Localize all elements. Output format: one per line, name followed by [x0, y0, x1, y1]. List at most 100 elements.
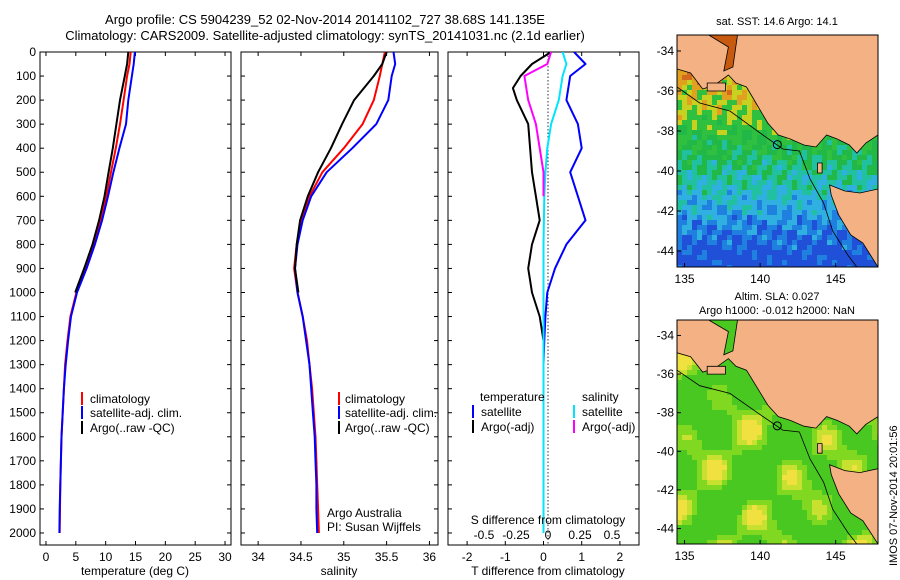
y-tick-label: 200: [16, 93, 36, 107]
map-cell: [857, 240, 863, 246]
map-cell: [742, 485, 748, 491]
map-cell: [812, 235, 818, 241]
difference-legend-salinity: salinity satellite Argo(-adj): [573, 390, 635, 434]
map-cell: [687, 515, 693, 521]
map-cell: [847, 515, 853, 521]
map-cell: [797, 445, 803, 451]
map-cell: [737, 495, 743, 501]
map-cell: [712, 130, 718, 136]
map-cell: [792, 225, 798, 231]
map-cell: [837, 435, 843, 441]
map-cell: [682, 435, 688, 441]
map-cell: [712, 540, 718, 544]
map-cell: [742, 155, 748, 161]
map-cell: [867, 455, 873, 461]
map-cell: [777, 440, 783, 446]
map-cell: [832, 240, 838, 246]
map-cell: [702, 265, 708, 267]
map-cell: [747, 120, 753, 126]
map-cell: [842, 185, 848, 191]
map-cell: [692, 530, 698, 536]
map-cell: [697, 200, 703, 206]
map-cell: [682, 175, 688, 181]
map-cell: [702, 460, 708, 466]
map-cell: [747, 505, 753, 511]
map-cell: [707, 145, 713, 151]
map-cell: [697, 400, 703, 406]
map-cell: [762, 220, 768, 226]
map-cell: [677, 495, 683, 501]
map-cell: [742, 450, 748, 456]
map-cell: [797, 210, 803, 216]
map-cell: [782, 450, 788, 456]
map-cell: [807, 210, 813, 216]
map-cell: [847, 235, 853, 241]
map-cell: [782, 180, 788, 186]
map-cell: [762, 250, 768, 256]
map-cell: [682, 420, 688, 426]
map-cell: [727, 210, 733, 216]
map-cell: [807, 185, 813, 191]
map-cell: [752, 500, 758, 506]
map-cell: [827, 475, 833, 481]
map-cell: [762, 160, 768, 166]
map-cell: [822, 530, 828, 536]
profile-location-marker: [772, 421, 782, 431]
map-cell: [842, 450, 848, 456]
map-cell: [712, 220, 718, 226]
map-cell: [812, 520, 818, 526]
map-cell: [762, 400, 768, 406]
map-cell: [697, 420, 703, 426]
map-cell: [697, 140, 703, 146]
map-cell: [797, 200, 803, 206]
map-cell: [782, 490, 788, 496]
map-cell: [812, 475, 818, 481]
map-cell: [692, 490, 698, 496]
map-cell: [727, 160, 733, 166]
map-cell: [852, 260, 858, 266]
map-cell: [677, 265, 683, 267]
map-cell: [737, 95, 743, 101]
map-cell: [817, 220, 823, 226]
map-cell: [812, 200, 818, 206]
map-cell: [707, 405, 713, 411]
map-cell: [807, 485, 813, 491]
map-cell: [782, 485, 788, 491]
map-cell: [837, 160, 843, 166]
map-cell: [722, 95, 728, 101]
map-cell: [827, 225, 833, 231]
map-cell: [787, 265, 793, 267]
map-cell: [737, 120, 743, 126]
map-cell: [827, 495, 833, 501]
map-cell: [762, 435, 768, 441]
map-cell: [722, 105, 728, 111]
map-cell: [787, 455, 793, 461]
s-difference-ticklabels: -0.5 -0.25 0 0.25 0.5: [474, 528, 621, 542]
map-cell: [702, 425, 708, 431]
series-line-argo-adj-: [523, 52, 553, 197]
map-cell: [742, 525, 748, 531]
map-cell: [837, 235, 843, 241]
map-cell: [817, 465, 823, 471]
map-cell: [717, 500, 723, 506]
map-cell: [762, 120, 768, 126]
map-cell: [757, 215, 763, 221]
map-cell: [742, 415, 748, 421]
map-cell: [842, 445, 848, 451]
map-cell: [712, 190, 718, 196]
map-cell: [697, 175, 703, 181]
map-cell: [822, 425, 828, 431]
map-cell: [837, 420, 843, 426]
s-tick-label: -0.5: [474, 528, 495, 542]
map-cell: [682, 495, 688, 501]
map-cell: [712, 410, 718, 416]
map-cell: [692, 435, 698, 441]
map-cell: [787, 190, 793, 196]
map-cell: [717, 245, 723, 251]
map-cell: [842, 240, 848, 246]
map-cell: [797, 240, 803, 246]
map-cell: [727, 230, 733, 236]
map-cell: [782, 250, 788, 256]
map-cell: [732, 380, 738, 386]
map-cell: [692, 470, 698, 476]
